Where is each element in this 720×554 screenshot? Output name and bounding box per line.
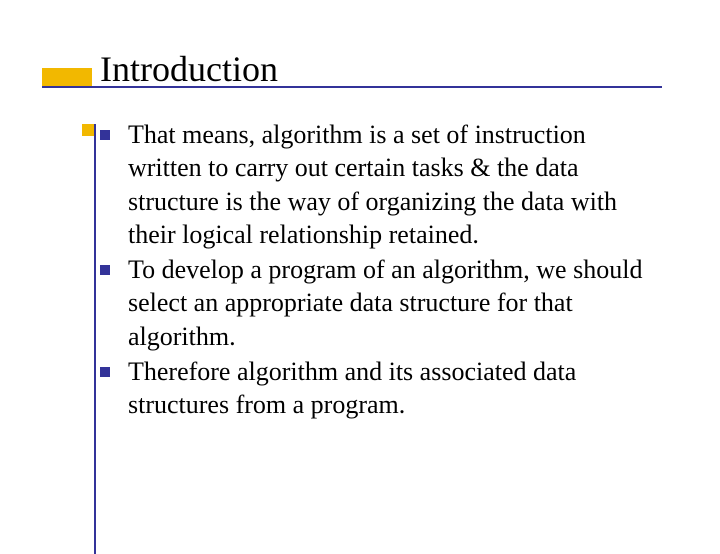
bullet-text: To develop a program of an algorithm, we…	[128, 253, 660, 353]
bullet-text: That means, algorithm is a set of instru…	[128, 118, 660, 251]
title-accent-box	[42, 68, 92, 86]
list-item: Therefore algorithm and its associated d…	[100, 355, 660, 422]
content-vertical-line	[94, 124, 96, 554]
slide-container: Introduction That means, algorithm is a …	[0, 0, 720, 540]
content-accent-box	[82, 124, 94, 136]
list-item: To develop a program of an algorithm, we…	[100, 253, 660, 353]
content-area: That means, algorithm is a set of instru…	[100, 118, 660, 421]
bullet-square-icon	[100, 265, 110, 275]
bullet-square-icon	[100, 367, 110, 377]
bullet-list: That means, algorithm is a set of instru…	[100, 118, 660, 421]
list-item: That means, algorithm is a set of instru…	[100, 118, 660, 251]
bullet-text: Therefore algorithm and its associated d…	[128, 355, 660, 422]
bullet-square-icon	[100, 130, 110, 140]
slide-title: Introduction	[100, 48, 660, 90]
